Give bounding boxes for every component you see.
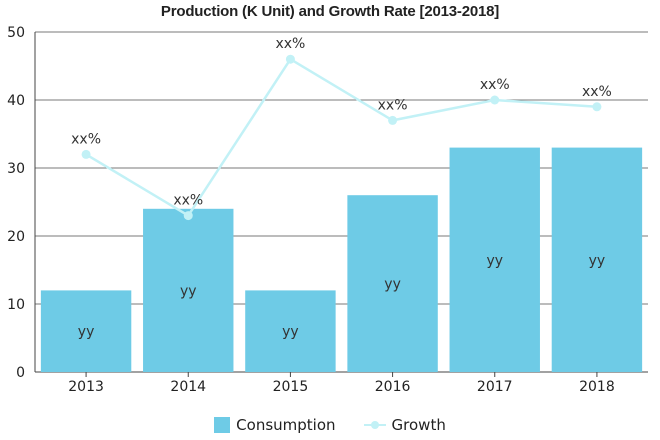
bar-label-2014: yy (180, 283, 197, 299)
legend-item-growth[interactable]: Growth (363, 416, 446, 434)
point-growth-2015 (285, 54, 295, 64)
point-label-2017: xx% (480, 77, 510, 93)
point-growth-2014 (183, 211, 193, 221)
legend-swatch-growth (363, 419, 386, 431)
bar-consumption-2013 (40, 290, 132, 372)
bar-consumption-2016 (347, 195, 438, 372)
point-label-2015: xx% (275, 36, 305, 52)
bar-label-2015: yy (282, 324, 299, 340)
bar-label-2013: yy (78, 324, 95, 340)
point-label-2018: xx% (582, 84, 612, 100)
bar-label-2016: yy (384, 277, 401, 293)
x-tick-label-2013: 2013 (68, 379, 104, 395)
y-tick-label: 10 (7, 297, 25, 313)
x-tick-label-2016: 2016 (375, 379, 411, 395)
bar-consumption-2015 (245, 290, 336, 372)
x-tick-label-2014: 2014 (170, 379, 206, 395)
point-growth-2017 (490, 95, 500, 105)
line-growth (85, 57, 597, 218)
bar-consumption-2018 (551, 147, 643, 372)
point-growth-2013 (81, 149, 91, 159)
bar-label-2017: yy (486, 253, 503, 269)
x-tick-label-2015: 2015 (273, 379, 309, 395)
y-tick-label: 30 (7, 161, 25, 177)
legend-label-consumption: Consumption (236, 416, 336, 434)
point-growth-2018 (592, 102, 602, 112)
legend-label-growth: Growth (391, 416, 446, 434)
y-tick-label: 40 (7, 93, 25, 109)
point-label-2014: xx% (173, 193, 203, 209)
x-tick-label-2017: 2017 (477, 379, 513, 395)
y-tick-label: 20 (7, 229, 25, 245)
chart-title: Production (K Unit) and Growth Rate [201… (160, 3, 500, 20)
point-growth-2016 (388, 115, 398, 125)
legend-item-consumption[interactable]: Consumption (214, 416, 336, 434)
bar-consumption-2017 (449, 147, 540, 372)
y-tick-label: 0 (16, 365, 25, 381)
bar-consumption-2014 (143, 208, 234, 372)
bar-label-2018: yy (589, 253, 606, 269)
x-tick-label-2018: 2018 (579, 379, 615, 395)
legend-swatch-consumption (214, 417, 231, 433)
chart-canvas: 0 10 20 30 40 50 yy 2013 yy 2014 yy 2015 yy 2016 yy 201… (7, 25, 648, 395)
point-label-2013: xx% (71, 131, 101, 147)
point-label-2016: xx% (378, 97, 408, 113)
y-tick-label: 50 (7, 25, 25, 41)
legend: Consumption Growth (0, 416, 660, 434)
